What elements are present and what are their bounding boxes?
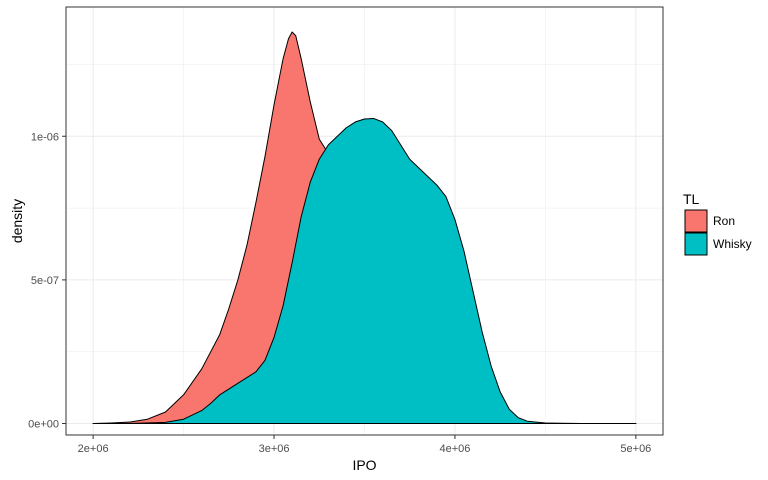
legend-label-whisky: Whisky: [713, 237, 752, 251]
density-areas: [92, 31, 637, 425]
axes: 2e+06 3e+06 4e+06 5e+06 0e+00 5e-07 1e-06: [28, 131, 651, 455]
density-area-whisky: [92, 117, 637, 425]
y-tick-label: 0e+00: [28, 419, 59, 431]
y-tick-label: 5e-07: [31, 275, 59, 287]
x-tick-label: 4e+06: [440, 443, 471, 455]
legend: TL Ron Whisky: [683, 191, 752, 256]
legend-key-ron: [684, 209, 708, 233]
x-tick-label: 5e+06: [620, 443, 651, 455]
x-tick-label: 2e+06: [78, 443, 109, 455]
legend-label-ron: Ron: [713, 214, 735, 228]
y-tick-label: 1e-06: [31, 131, 59, 143]
x-axis-title: IPO: [352, 457, 376, 473]
y-axis-title: density: [9, 199, 25, 243]
legend-key-whisky: [684, 232, 708, 256]
plot-panel-border: [65, 6, 664, 436]
legend-title: TL: [683, 191, 700, 207]
x-tick-label: 3e+06: [259, 443, 290, 455]
